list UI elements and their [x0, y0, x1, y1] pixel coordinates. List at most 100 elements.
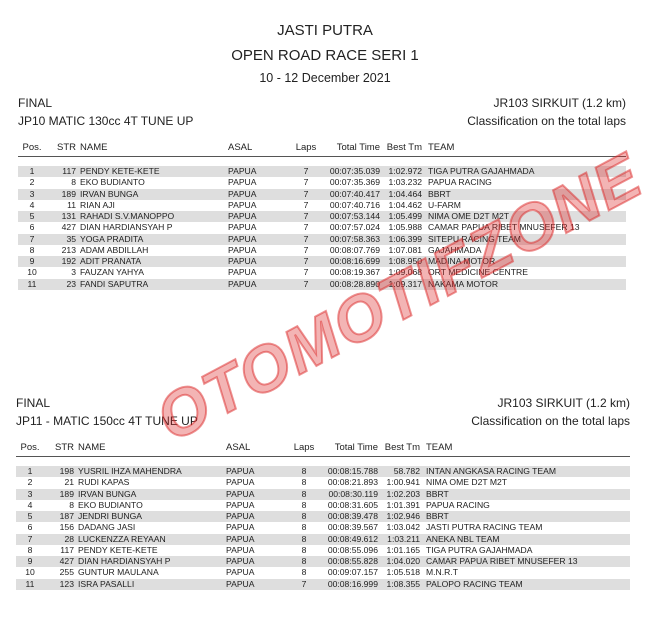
cell-best: 58.782 — [393, 466, 420, 476]
cell-team: TIGA PUTRA GAJAHMADA — [426, 544, 533, 555]
organizer-title: JASTI PUTRA — [277, 22, 373, 39]
cell-str: 187 — [59, 511, 74, 521]
cell-best: 1:09.317 — [388, 278, 422, 289]
cell-pos: 3 — [27, 488, 33, 499]
table-row: 8 213 ADAM ABDILLAH PAPUA 7 00:08:07.769 1:07.… — [18, 245, 626, 256]
classification-label: Classification on the total laps — [471, 414, 630, 428]
cell-team: NIMA OME D2T M2T — [426, 477, 508, 488]
table-header: Pos. STR NAME ASAL Laps Total Time Best Tm TEAM — [16, 442, 630, 457]
cell-name: JENDRI BUNGA — [78, 511, 142, 521]
cell-str: 8 — [71, 177, 76, 188]
cell-str: 156 — [59, 522, 74, 533]
cell-best: 1:03.232 — [388, 177, 422, 188]
column-header-str: STR — [57, 142, 76, 153]
cell-asal: PAPUA — [228, 278, 257, 289]
cell-str: 213 — [61, 244, 76, 255]
cell-pos: 8 — [27, 544, 33, 555]
cell-laps: 8 — [301, 533, 307, 544]
cell-asal: PAPUA — [228, 166, 257, 176]
cell-team: JASTI PUTRA RACING TEAM — [426, 522, 543, 533]
cell-team: NAKAMA MOTOR — [428, 278, 499, 289]
cell-time: 00:08:55.828 — [327, 556, 378, 566]
cell-time: 00:07:40.716 — [329, 199, 380, 210]
cell-str: 23 — [66, 278, 76, 289]
cell-laps: 8 — [301, 567, 307, 578]
cell-best: 1:01.165 — [386, 544, 420, 555]
cell-laps: 7 — [303, 267, 309, 278]
cell-laps: 7 — [303, 188, 309, 199]
cell-team: ANEKA NBL TEAM — [426, 533, 500, 544]
column-header-laps: Laps — [293, 442, 315, 453]
column-header-team: TEAM — [428, 142, 455, 153]
cell-laps: 7 — [303, 278, 309, 289]
cell-asal: PAPUA — [228, 222, 257, 233]
cell-pos: 10 — [25, 567, 35, 578]
cell-name: DADANG JASI — [78, 522, 136, 533]
column-header-best: Best Tm — [384, 442, 420, 453]
cell-best: 1:09.068 — [388, 267, 422, 278]
cell-str: 131 — [61, 211, 76, 221]
table-row: 8 117 PENDY KETE-KETE PAPUA 8 00:08:55.096 1:0… — [16, 545, 630, 556]
cell-time: 00:07:35.039 — [329, 166, 380, 176]
cell-asal: PAPUA — [226, 578, 255, 589]
cell-laps: 8 — [301, 544, 307, 555]
cell-asal: PAPUA — [228, 211, 257, 221]
cell-asal: PAPUA — [228, 188, 257, 199]
cell-pos: 1 — [29, 166, 35, 176]
cell-asal: PAPUA — [226, 544, 255, 555]
cell-laps: 7 — [303, 211, 309, 221]
cell-laps: 7 — [303, 233, 309, 244]
cell-team: M.N.R.T — [426, 567, 458, 578]
table-row: 4 11 RIAN AJI PAPUA 7 00:07:40.716 1:04.462 U-F… — [18, 200, 626, 211]
cell-time: 00:07:57.024 — [329, 222, 380, 233]
cell-asal: PAPUA — [226, 488, 255, 499]
cell-best: 1:04.462 — [388, 199, 422, 210]
column-header-name: NAME — [80, 142, 108, 153]
column-header-best: Best Tm — [386, 142, 422, 153]
column-header-pos: Pos. — [20, 442, 40, 453]
cell-best: 1:02.946 — [386, 511, 420, 521]
cell-name: PENDY KETE-KETE — [80, 166, 160, 176]
cell-time: 00:08:19.367 — [329, 267, 380, 278]
cell-time: 00:08:07.769 — [329, 244, 380, 255]
cell-asal: PAPUA — [228, 233, 257, 244]
cell-name: YOGA PRADITA — [80, 233, 144, 244]
cell-str: 117 — [60, 544, 74, 555]
cell-name: RAHADI S.V.MANOPPO — [80, 211, 175, 221]
cell-laps: 7 — [303, 177, 309, 188]
cell-pos: 9 — [27, 556, 33, 566]
cell-name: EKO BUDIANTO — [80, 177, 145, 188]
cell-name: ADIT PRANATA — [80, 256, 142, 266]
table-header: Pos. STR NAME ASAL Laps Total Time Best Tm TEAM — [18, 142, 626, 157]
cell-str: 427 — [61, 222, 76, 233]
cell-laps: 8 — [301, 477, 307, 488]
cell-str: 189 — [61, 188, 76, 199]
table-row: 10 255 GUNTUR MAULANA PAPUA 8 00:09:07.157 1:0… — [16, 567, 630, 578]
cell-name: ISRA PASALLI — [78, 578, 135, 589]
cell-asal: PAPUA — [226, 522, 255, 533]
cell-pos: 2 — [27, 477, 33, 488]
cell-laps: 8 — [301, 511, 307, 521]
table-row: 11 23 FANDI SAPUTRA PAPUA 7 00:08:28.890 1:09.… — [18, 278, 626, 290]
cell-time: 00:07:40.417 — [329, 188, 380, 199]
table-row: 1 117 PENDY KETE-KETE PAPUA 7 00:07:35.039 1:0… — [18, 166, 626, 178]
cell-str: 189 — [59, 488, 74, 499]
cell-best: 1:02.972 — [388, 166, 422, 176]
cell-team: PAPUA RACING — [426, 499, 490, 510]
cell-name: RUDI KAPAS — [78, 477, 130, 488]
cell-best: 1:01.391 — [386, 499, 420, 510]
column-header-team: TEAM — [426, 442, 453, 453]
cell-team: INTAN ANGKASA RACING TEAM — [426, 466, 557, 476]
cell-best: 1:04.464 — [388, 188, 422, 199]
cell-laps: 7 — [303, 166, 309, 176]
column-header-asal: ASAL — [228, 142, 253, 153]
cell-name: PENDY KETE-KETE — [78, 544, 158, 555]
table-row: 4 8 EKO BUDIANTO PAPUA 8 00:08:31.605 1:01.391… — [16, 500, 630, 511]
cell-time: 00:07:35.369 — [329, 177, 380, 188]
table-row: 1 198 YUSRIL IHZA MAHENDRA PAPUA 8 00:08:15.7… — [16, 466, 630, 478]
cell-name: RIAN AJI — [80, 199, 115, 210]
cell-time: 00:08:21.893 — [327, 477, 378, 488]
cell-asal: PAPUA — [228, 267, 257, 278]
cell-laps: 7 — [303, 256, 309, 266]
cell-time: 00:07:53.144 — [329, 211, 380, 221]
